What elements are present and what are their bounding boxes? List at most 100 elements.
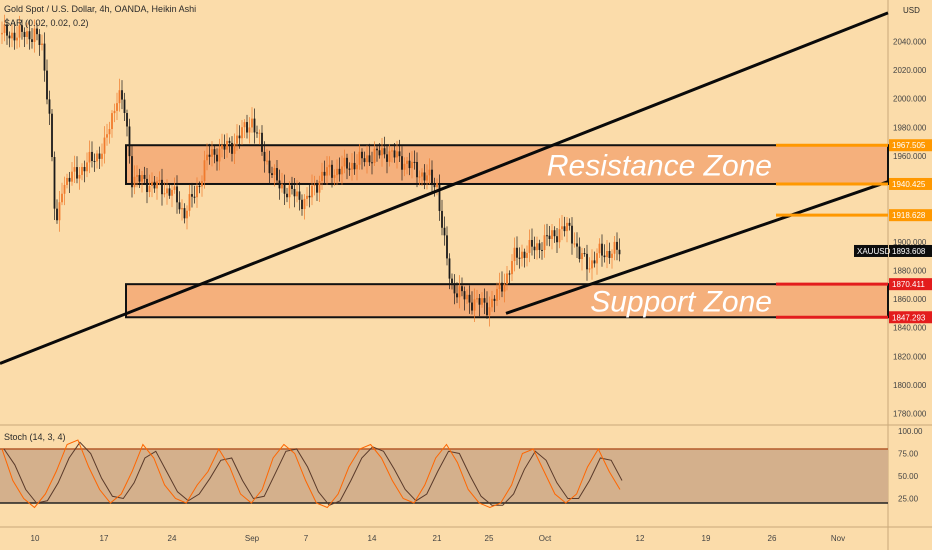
candle-body bbox=[321, 171, 323, 182]
candle-body bbox=[466, 294, 468, 300]
price-tag-value: 1967.505 bbox=[892, 141, 926, 150]
candle-body bbox=[526, 252, 528, 258]
candle-body bbox=[433, 183, 436, 188]
candle-body bbox=[518, 257, 521, 259]
candle-body bbox=[208, 154, 211, 157]
candle-body bbox=[578, 246, 581, 260]
candle-body bbox=[163, 193, 166, 195]
candle-body bbox=[371, 162, 373, 164]
price-tag: 1940.425 bbox=[889, 177, 932, 190]
candle-body bbox=[66, 177, 68, 185]
x-tick-label: Nov bbox=[831, 534, 845, 543]
candle-body bbox=[53, 157, 56, 209]
candle-body bbox=[223, 145, 226, 150]
candle-body bbox=[396, 151, 398, 158]
candle-body bbox=[78, 174, 81, 179]
candle-body bbox=[521, 251, 523, 259]
candle-body bbox=[506, 273, 508, 285]
candle-body bbox=[136, 175, 138, 177]
price-tag-value: 1870.411 bbox=[892, 280, 925, 289]
candle-body bbox=[566, 222, 568, 232]
candle-body bbox=[553, 230, 556, 237]
candle-body bbox=[116, 103, 118, 111]
candle-body bbox=[161, 179, 163, 195]
candle-body bbox=[73, 167, 76, 172]
candle-body bbox=[333, 175, 336, 178]
x-tick-label: 17 bbox=[100, 534, 109, 543]
candle-body bbox=[21, 25, 23, 32]
candle-body bbox=[31, 39, 33, 42]
x-tick-label: 12 bbox=[636, 534, 645, 543]
candle-body bbox=[611, 253, 613, 258]
candle-body bbox=[206, 154, 208, 161]
candle-body bbox=[11, 32, 13, 39]
candle-body bbox=[513, 247, 516, 262]
y-tick-label: 1840.000 bbox=[893, 324, 927, 333]
candle-body bbox=[403, 163, 406, 170]
candle-body bbox=[168, 188, 171, 196]
candle-body bbox=[91, 151, 93, 162]
candle-body bbox=[6, 24, 8, 36]
y-tick-label: 1800.000 bbox=[893, 381, 927, 390]
x-tick-label: Oct bbox=[539, 534, 552, 543]
candle-body bbox=[181, 208, 183, 210]
candle-body bbox=[468, 294, 471, 303]
candle-body bbox=[461, 286, 463, 292]
candle-body bbox=[138, 175, 141, 182]
candle-body bbox=[51, 113, 53, 158]
candle-body bbox=[478, 298, 481, 305]
candle-body bbox=[266, 160, 268, 162]
candle-body bbox=[308, 195, 311, 198]
symbol-title: Gold Spot / U.S. Dollar, 4h, OANDA, Heik… bbox=[4, 4, 197, 14]
price-tag-value: 1918.628 bbox=[892, 211, 926, 220]
candle-body bbox=[101, 153, 103, 159]
candle-body bbox=[323, 171, 326, 176]
candle-body bbox=[143, 174, 146, 179]
candle-body bbox=[186, 210, 188, 219]
candle-body bbox=[348, 168, 351, 170]
candle-body bbox=[43, 43, 46, 71]
candle-body bbox=[401, 156, 403, 170]
candle-body bbox=[443, 227, 446, 236]
candle-body bbox=[606, 251, 608, 258]
candle-body bbox=[556, 236, 558, 243]
candle-body bbox=[56, 208, 58, 221]
candle-body bbox=[231, 142, 233, 154]
candle-body bbox=[111, 113, 113, 130]
candle-body bbox=[218, 148, 221, 162]
candle-body bbox=[268, 160, 271, 174]
candle-body bbox=[88, 151, 91, 163]
candle-body bbox=[356, 164, 358, 170]
x-tick-label: 19 bbox=[702, 534, 711, 543]
candle-body bbox=[448, 258, 451, 279]
candle-body bbox=[538, 243, 541, 250]
candle-body bbox=[413, 161, 416, 163]
candle-body bbox=[596, 253, 598, 264]
candle-body bbox=[26, 31, 28, 37]
candle-body bbox=[358, 151, 361, 165]
candle-body bbox=[123, 99, 126, 114]
candle-body bbox=[593, 260, 596, 264]
candle-body bbox=[241, 127, 243, 139]
candle-body bbox=[291, 185, 293, 189]
candle-body bbox=[128, 126, 131, 157]
y-tick-label: 1860.000 bbox=[893, 295, 927, 304]
candle-body bbox=[613, 241, 616, 254]
candle-body bbox=[488, 307, 491, 316]
candle-body bbox=[473, 299, 476, 311]
candle-body bbox=[336, 168, 338, 176]
candle-body bbox=[8, 35, 11, 39]
candle-body bbox=[511, 261, 513, 275]
candle-body bbox=[528, 239, 531, 253]
candle-body bbox=[576, 243, 578, 247]
candle-body bbox=[271, 173, 273, 176]
candle-body bbox=[28, 31, 31, 40]
candle-body bbox=[118, 90, 121, 104]
price-tag-value: 1893.608 bbox=[892, 247, 926, 256]
x-tick-label: 26 bbox=[768, 534, 777, 543]
price-tag-bg bbox=[889, 139, 932, 152]
candle-body bbox=[498, 282, 501, 289]
candle-body bbox=[151, 181, 153, 186]
